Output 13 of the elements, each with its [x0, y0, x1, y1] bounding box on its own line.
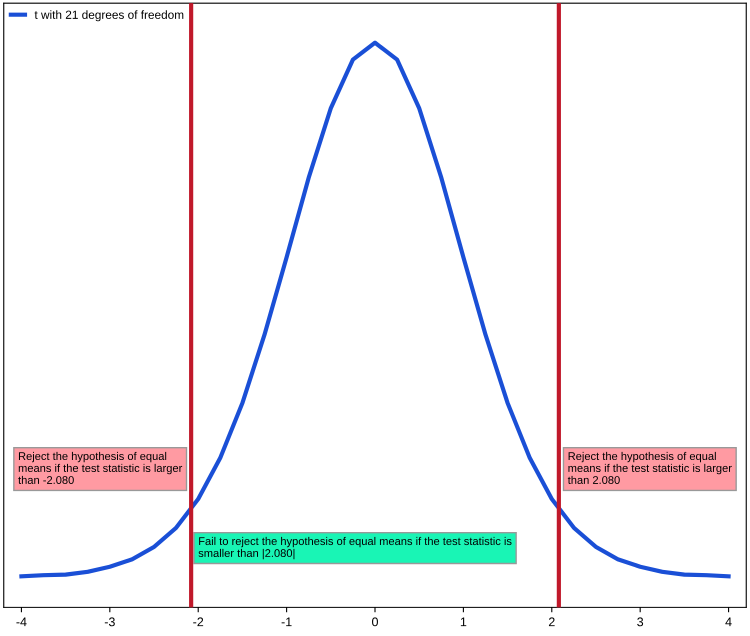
x-tick-label: 2: [548, 617, 555, 626]
annotation: Fail to reject the hypothesis of equal means if the test statistic is smaller than |2.080|: [198, 536, 512, 560]
x-tick-label: 0: [372, 617, 378, 626]
legend-label: t with 21 degrees of freedom: [34, 10, 184, 22]
x-tick-label: -4: [16, 618, 27, 626]
x-tick-label: -3: [104, 617, 115, 626]
x-tick-label: 4: [725, 618, 732, 626]
x-tick-label: 1: [460, 618, 466, 626]
x-tick-label: -2: [193, 617, 204, 626]
ref-line-label: Reject the hypothesis of equal means if the test statistic is larger than 2.080: [568, 452, 732, 484]
ref-line-label: Reject the hypothesis of equal means if the test statistic is larger than -2.080: [18, 452, 182, 484]
x-tick-label: 3: [637, 617, 644, 626]
x-tick-label: -1: [282, 618, 292, 626]
